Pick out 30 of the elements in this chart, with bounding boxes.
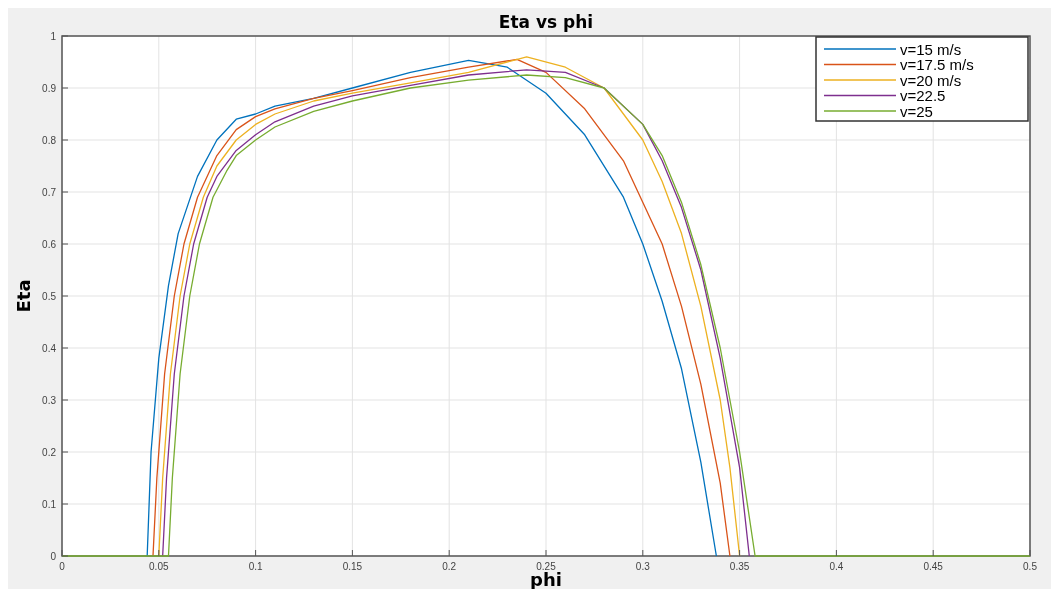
legend-label: v=22.5 <box>900 87 946 104</box>
legend-label: v=15 m/s <box>900 40 962 58</box>
x-tick-label: 0 <box>59 561 66 572</box>
x-tick-label: 0.1 <box>248 561 263 572</box>
chart-title: Eta vs phi <box>498 12 594 32</box>
x-tick-label: 0.05 <box>149 561 169 572</box>
legend-label: v=17.5 m/s <box>900 56 974 73</box>
legend-label: v=20 m/s <box>900 71 962 89</box>
legend-label: v=25 <box>900 102 933 120</box>
x-tick-label: 0.4 <box>829 561 844 572</box>
y-tick-label: 0.6 <box>42 238 57 250</box>
y-axis-title: Eta <box>13 279 34 313</box>
y-tick-label: 0.5 <box>42 290 57 302</box>
y-tick-label: 1 <box>50 30 57 42</box>
y-tick-label: 0.7 <box>42 186 57 198</box>
x-tick-label: 0.3 <box>635 561 651 572</box>
y-tick-label: 0 <box>50 550 57 562</box>
y-tick-label: 0.8 <box>42 134 57 146</box>
y-tick-label: 0.2 <box>42 446 57 458</box>
x-tick-label: 0.35 <box>729 561 750 572</box>
x-tick-label: 0.15 <box>342 561 363 572</box>
y-tick-label: 0.1 <box>42 498 57 510</box>
x-tick-label: 0.5 <box>1023 561 1038 572</box>
y-tick-label: 0.9 <box>42 82 57 94</box>
x-tick-label: 0.25 <box>536 561 557 572</box>
y-tick-label: 0.4 <box>42 342 57 354</box>
x-axis-title: phi <box>530 569 562 590</box>
y-tick-label: 0.3 <box>42 394 57 406</box>
x-tick-label: 0.2 <box>442 561 457 572</box>
x-tick-label: 0.45 <box>923 561 944 572</box>
